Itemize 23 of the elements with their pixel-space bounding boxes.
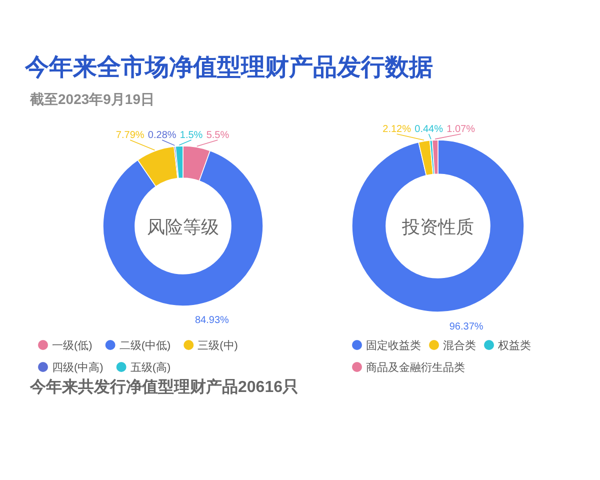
data-label: 0.44% [414,124,444,135]
legend-label: 五级(高) [130,361,171,374]
data-label: 96.37% [449,321,484,332]
data-label: 7.79% [116,130,144,141]
chart-title: 今年来全市场净值型理财产品发行数据 [24,54,433,81]
chart-subtitle: 截至2023年9月19日 [29,91,155,107]
legend-label: 权益类 [497,339,531,352]
text: 投资性质 [401,217,474,237]
legend-label: 一级(低) [52,340,92,352]
text: 今年来共发行净值型理财产品20616只 [29,378,298,396]
data-label: 84.93% [194,315,230,326]
data-label: 5.5% [206,130,230,141]
legend-label: 商品及金融衍生品类 [366,361,465,374]
text: 风险等级 [147,217,219,237]
data-label: 0.28% [148,130,176,141]
data-label: 1.5% [180,130,203,141]
legend-label: 固定收益类 [366,339,421,352]
data-label: 1.07% [446,124,476,135]
legend-label: 混合类 [443,339,476,352]
legend-label: 三级(中) [198,339,238,352]
legend-label: 二级(中低) [119,339,171,352]
legend-label: 四级(中高) [52,361,104,374]
data-label: 2.12% [382,124,412,135]
